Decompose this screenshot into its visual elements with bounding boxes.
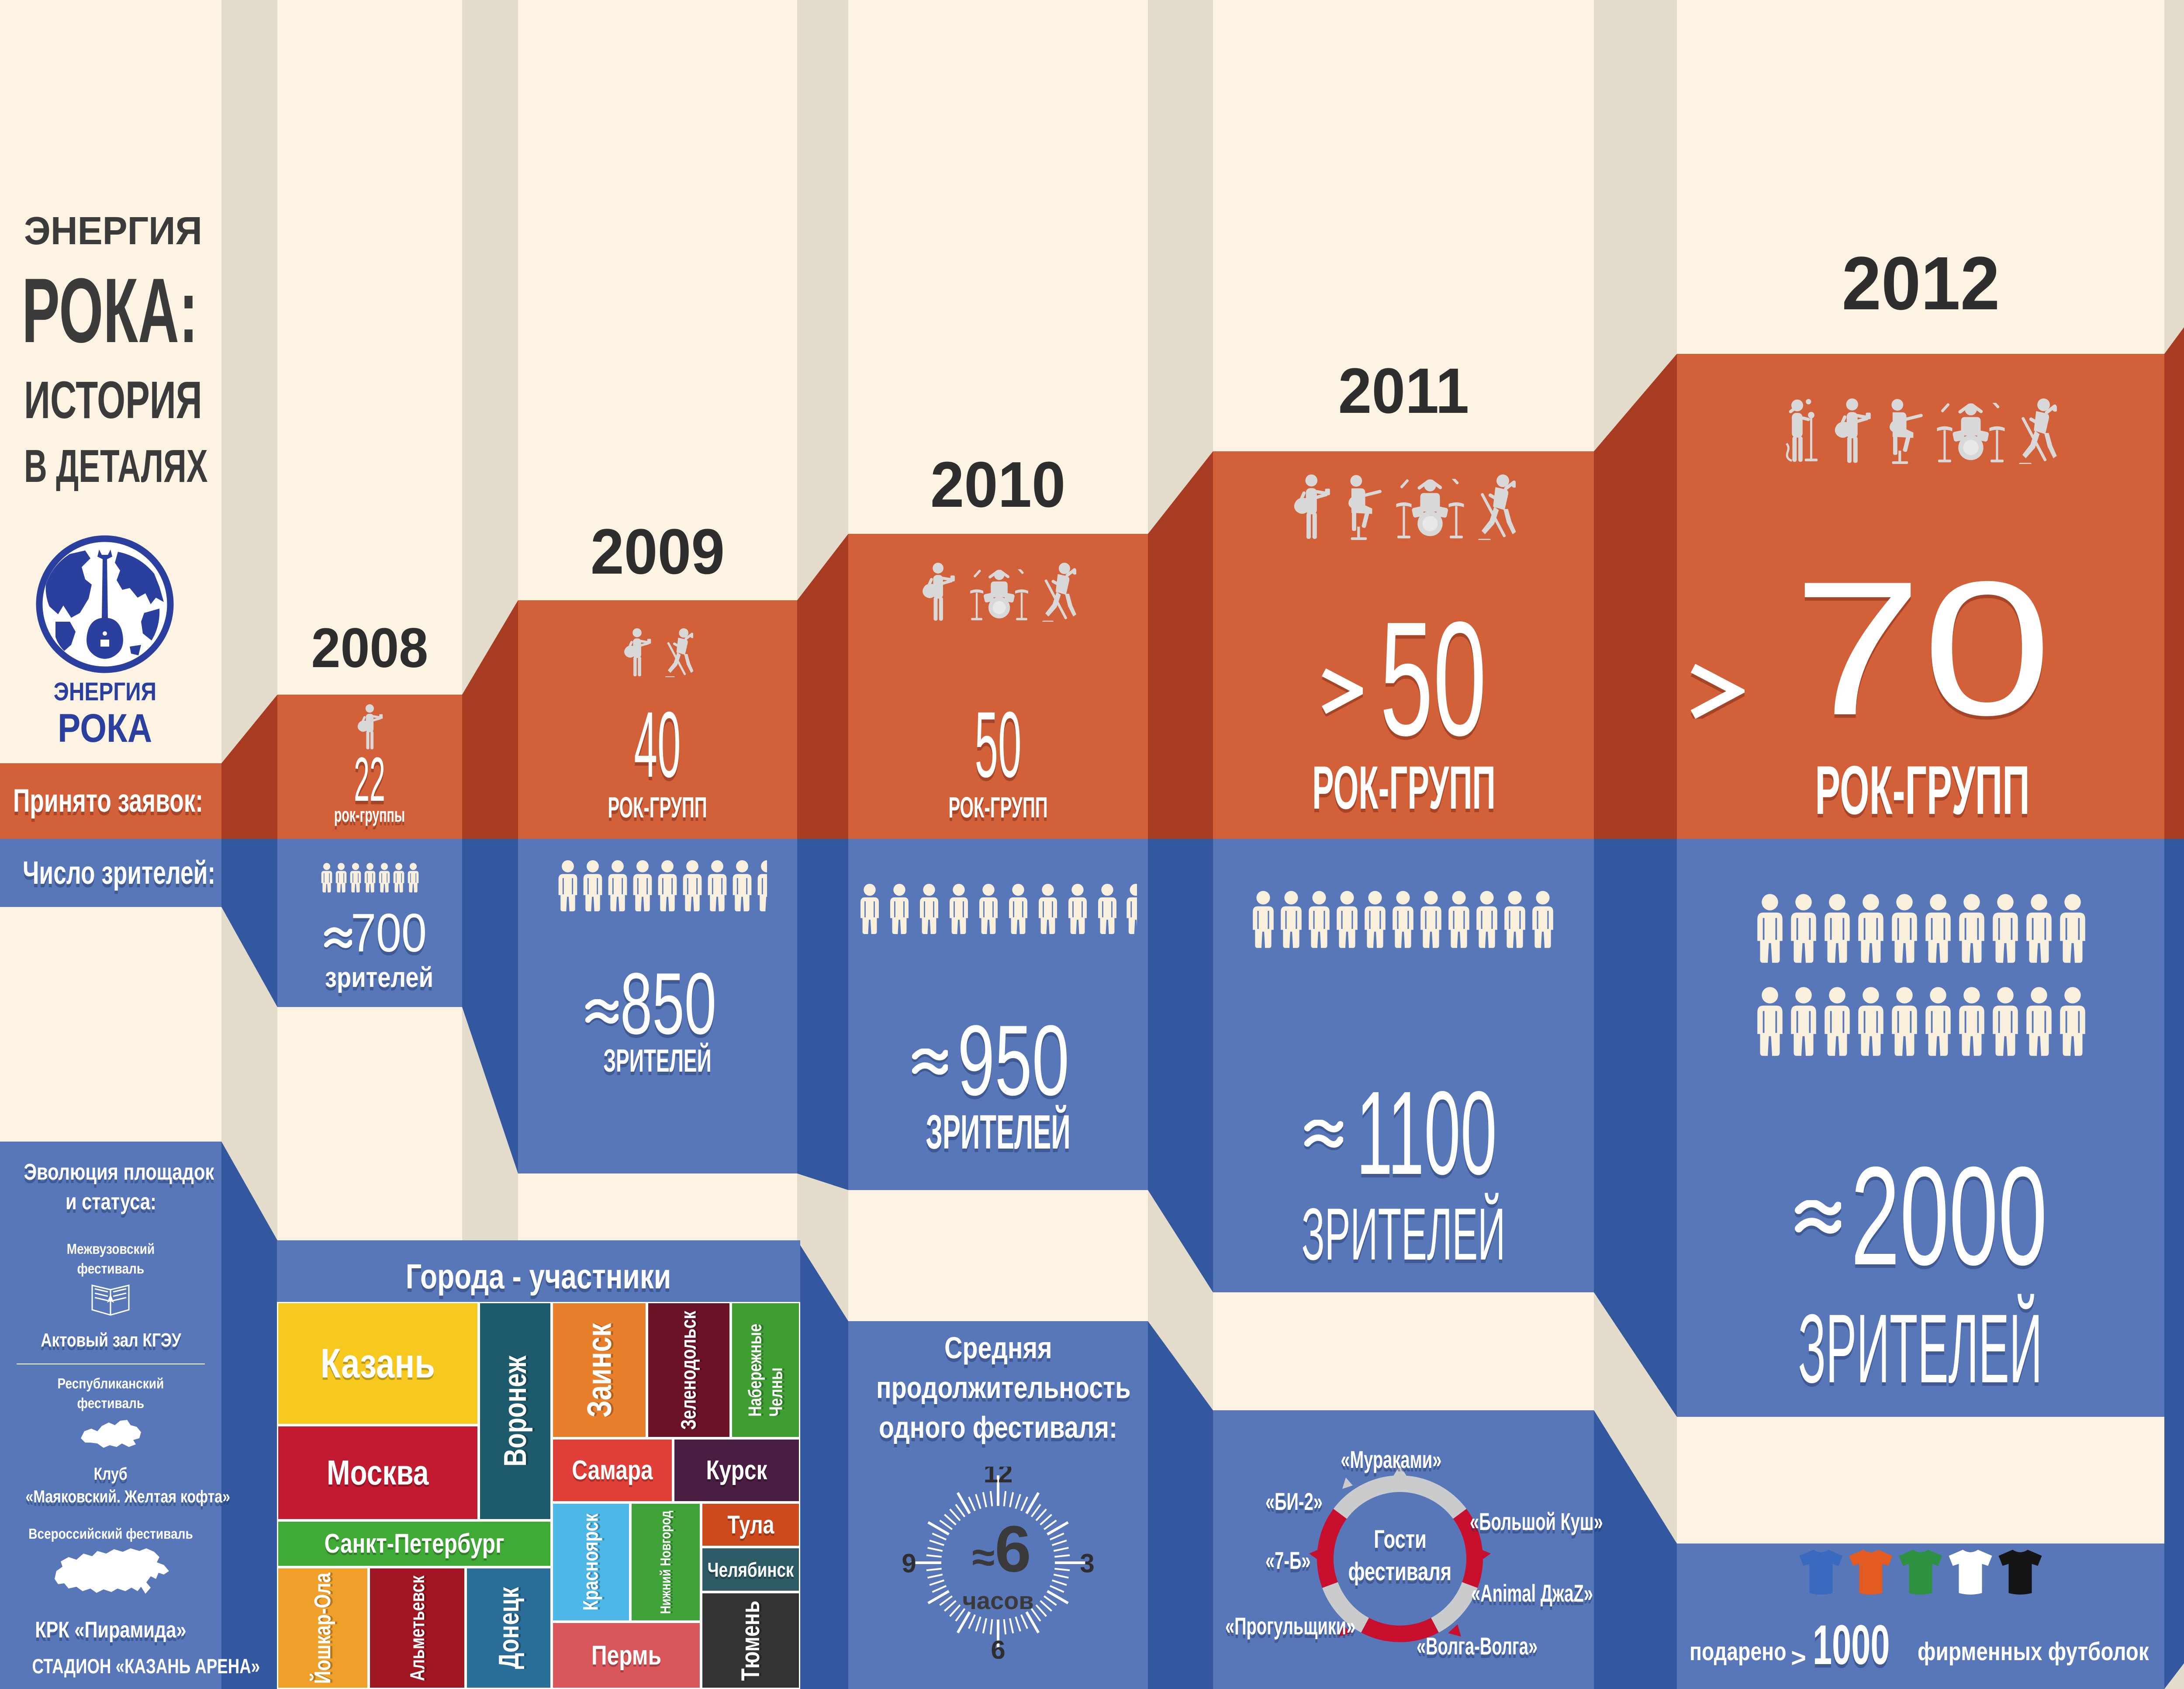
svg-text:9: 9 — [902, 1549, 916, 1578]
svg-text:часов: часов — [962, 1587, 1033, 1614]
svg-text:≈6: ≈6 — [972, 1512, 1031, 1585]
svg-text:3: 3 — [1080, 1549, 1094, 1578]
svg-text:6: 6 — [991, 1635, 1005, 1659]
svg-text:12: 12 — [984, 1467, 1013, 1488]
